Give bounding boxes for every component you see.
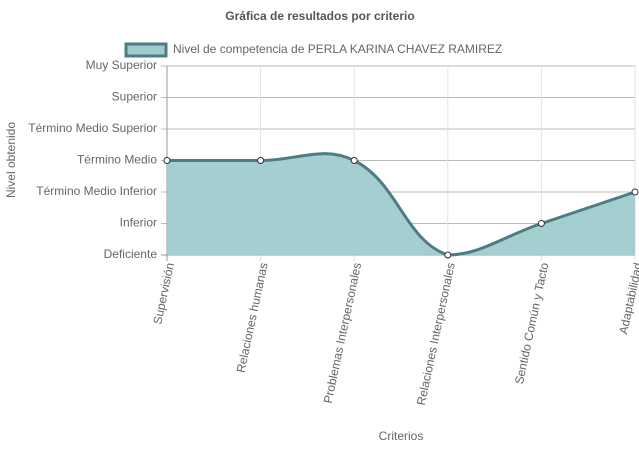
point	[444, 251, 452, 259]
x-tick-label: Relaciones Interpersonales	[414, 261, 458, 406]
legend-label[interactable]: Nivel de competencia de PERLA KARINA CHA…	[173, 42, 502, 56]
point	[537, 220, 545, 227]
area	[167, 153, 635, 255]
x-tick-label: Adaptabilidad	[616, 261, 639, 335]
y-tick-label: Término Medio	[77, 153, 157, 167]
y-tick-label: Término Medio Inferior	[36, 184, 157, 198]
point	[163, 157, 171, 164]
y-tick-label: Muy Superior	[86, 58, 157, 72]
y-axis-title: Nivel obtenido	[4, 122, 18, 198]
y-tick-label: Deficiente	[104, 247, 158, 261]
point	[350, 157, 358, 164]
x-tick-label: Problemas Interpersonales	[321, 261, 365, 404]
point	[257, 157, 265, 164]
x-tick-label: Relaciones humanas	[234, 261, 271, 374]
y-tick-label: Superior	[112, 90, 157, 104]
y-tick-label: Inferior	[120, 216, 157, 230]
point	[631, 188, 639, 196]
x-tick-label: Supervisión	[150, 261, 177, 325]
chart-title: Gráfica de resultados por criterio	[225, 9, 414, 23]
legend-swatch	[124, 42, 168, 58]
y-tick-label: Término Medio Superior	[28, 121, 157, 135]
x-axis-title: Criterios	[379, 429, 424, 443]
x-tick-label: Sentido Común y Tacto	[512, 261, 552, 385]
